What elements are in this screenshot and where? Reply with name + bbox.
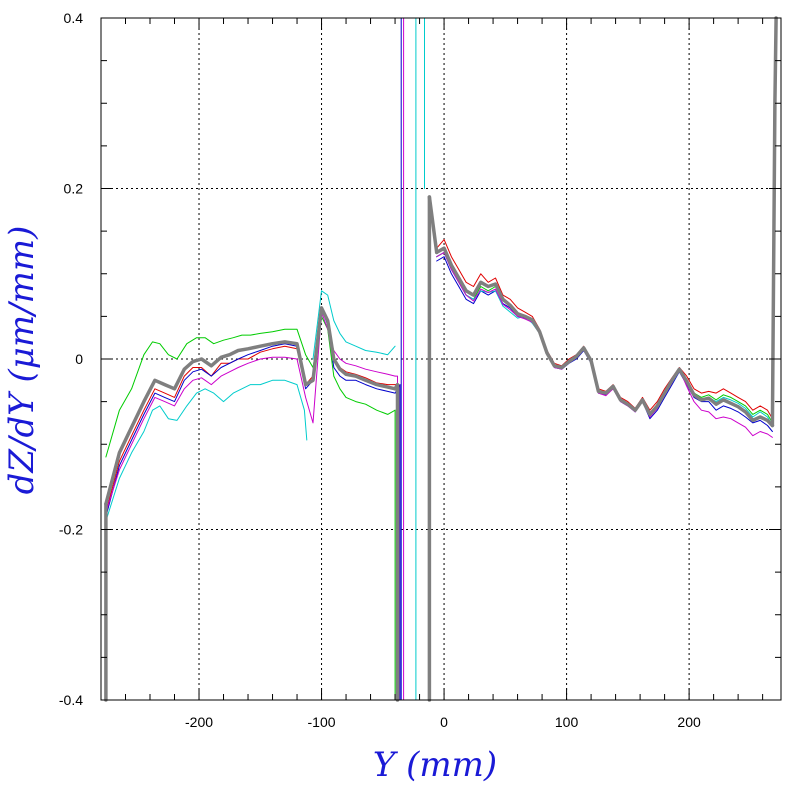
- x-tick-label: 100: [555, 714, 579, 730]
- y-tick-label: -0.4: [59, 692, 83, 708]
- series-line: [105, 311, 396, 513]
- x-tick-labels: -200 -100 0 100 200: [185, 714, 701, 730]
- x-tick-label: -200: [185, 714, 213, 730]
- series-line: [105, 307, 396, 518]
- y-tick-label: -0.2: [59, 522, 83, 538]
- series-line: [105, 315, 396, 458]
- series-spike-average: [427, 195, 439, 255]
- series-line-average: [104, 306, 397, 506]
- series-spike-average: [393, 382, 400, 702]
- series-line: [105, 309, 396, 513]
- axis-ticks: [101, 17, 781, 701]
- series-line: [312, 290, 396, 360]
- y-axis-title: dZ/dY (μm/mm): [2, 226, 42, 495]
- series-line-average: [434, 246, 775, 428]
- y-tick-label: 0.4: [64, 10, 84, 26]
- series-line: [436, 251, 773, 424]
- y-tick-labels: 0.4 0.2 0 -0.2 -0.4: [59, 10, 83, 708]
- series-line: [436, 256, 773, 432]
- data-series: [104, 16, 778, 702]
- x-tick-label: 0: [440, 714, 448, 730]
- x-axis-title: Y (mm): [373, 745, 497, 785]
- series-line: [436, 251, 773, 438]
- y-tick-label: 0.2: [64, 181, 84, 197]
- series-line: [105, 379, 308, 522]
- y-tick-label: 0: [75, 351, 83, 367]
- x-tick-label: 200: [677, 714, 701, 730]
- series-spike-average: [770, 16, 778, 428]
- x-tick-label: -100: [308, 714, 336, 730]
